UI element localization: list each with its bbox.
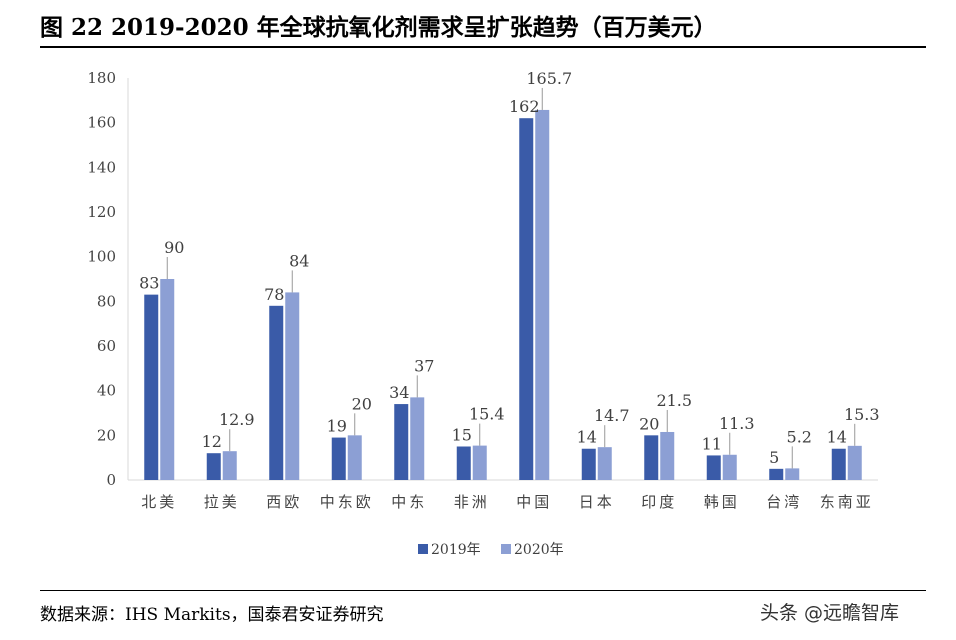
title-rule [40, 46, 926, 48]
bar-2019 [519, 118, 534, 480]
data-label-2020: 90 [164, 238, 184, 257]
data-label-2020: 165.7 [526, 69, 572, 88]
bar-2019 [456, 446, 471, 480]
bar-2020 [847, 445, 862, 480]
x-tick-label: 西欧 [266, 493, 302, 511]
data-label-2020: 11.3 [719, 414, 755, 433]
bar-2019 [769, 468, 784, 480]
data-label-2020: 37 [414, 356, 434, 375]
bar-2019 [269, 305, 284, 480]
x-tick-label: 东南亚 [820, 493, 874, 511]
legend-swatch [501, 544, 511, 554]
bar-2020 [660, 431, 675, 480]
bar-2020 [472, 445, 487, 480]
data-label-2019: 19 [327, 417, 347, 436]
x-tick-label: 台湾 [766, 493, 802, 511]
source-rule [40, 590, 926, 591]
y-tick-label: 160 [87, 114, 116, 132]
bar-2019 [144, 294, 159, 480]
data-label-2019: 78 [264, 285, 284, 304]
y-tick-label: 120 [87, 203, 116, 221]
legend-label: 2019年 [431, 542, 481, 558]
data-label-2019: 12 [202, 432, 222, 451]
data-label-2020: 5.2 [787, 427, 812, 446]
x-tick-label: 中东 [391, 493, 427, 511]
data-label-2020: 21.5 [656, 391, 692, 410]
y-tick-label: 180 [87, 69, 116, 87]
data-label-2020: 12.9 [219, 410, 255, 429]
data-label-2019: 20 [639, 414, 659, 433]
y-tick-label: 140 [87, 158, 116, 176]
bar-2019 [581, 448, 596, 480]
bar-2019 [331, 437, 346, 480]
bar-2020 [347, 435, 362, 480]
data-label-2020: 20 [352, 394, 372, 413]
legend-label: 2020年 [514, 542, 564, 558]
bar-2019 [206, 453, 221, 480]
source-note: 数据来源：IHS Markits，国泰君安证券研究 [40, 605, 384, 625]
x-tick-label: 中东欧 [320, 493, 374, 511]
data-label-2019: 34 [389, 383, 409, 402]
figure-title: 图 22 2019-2020 年全球抗氧化剂需求呈扩张趋势（百万美元） [40, 14, 717, 41]
data-label-2019: 14 [827, 428, 847, 447]
x-tick-label: 北美 [141, 493, 177, 511]
y-tick-label: 20 [97, 426, 116, 444]
bar-2020 [722, 454, 737, 480]
y-tick-label: 80 [97, 292, 116, 310]
data-label-2020: 84 [289, 251, 309, 270]
data-label-2020: 15.3 [844, 405, 880, 424]
data-label-2020: 14.7 [594, 406, 630, 425]
x-tick-label: 韩国 [704, 493, 740, 511]
data-label-2019: 162 [509, 97, 540, 116]
bar-2019 [394, 404, 409, 480]
y-tick-label: 100 [87, 248, 116, 266]
bar-2020 [535, 109, 550, 480]
y-tick-label: 0 [106, 471, 116, 489]
bar-2020 [160, 279, 175, 480]
data-label-2019: 15 [452, 426, 472, 445]
bar-2020 [785, 468, 800, 480]
x-tick-label: 印度 [641, 493, 677, 511]
data-label-2019: 11 [702, 434, 722, 453]
x-tick-label: 拉美 [204, 493, 240, 511]
data-label-2020: 15.4 [469, 405, 505, 424]
watermark: 头条 @远瞻智库 [760, 602, 900, 624]
bar-2020 [285, 292, 300, 480]
bar-2020 [410, 397, 425, 480]
x-tick-label: 中国 [516, 493, 552, 511]
x-tick-label: 非洲 [454, 493, 490, 511]
data-label-2019: 14 [577, 428, 597, 447]
bar-2020 [222, 451, 237, 480]
bar-2019 [644, 435, 659, 480]
data-label-2019: 5 [769, 448, 779, 467]
bar-2019 [831, 448, 846, 480]
y-tick-label: 40 [97, 382, 116, 400]
data-label-2019: 83 [139, 274, 159, 293]
y-tick-label: 60 [97, 337, 116, 355]
bar-2019 [706, 455, 721, 480]
legend-swatch [418, 544, 428, 554]
bar-2020 [597, 447, 612, 480]
x-tick-label: 日本 [579, 493, 615, 511]
